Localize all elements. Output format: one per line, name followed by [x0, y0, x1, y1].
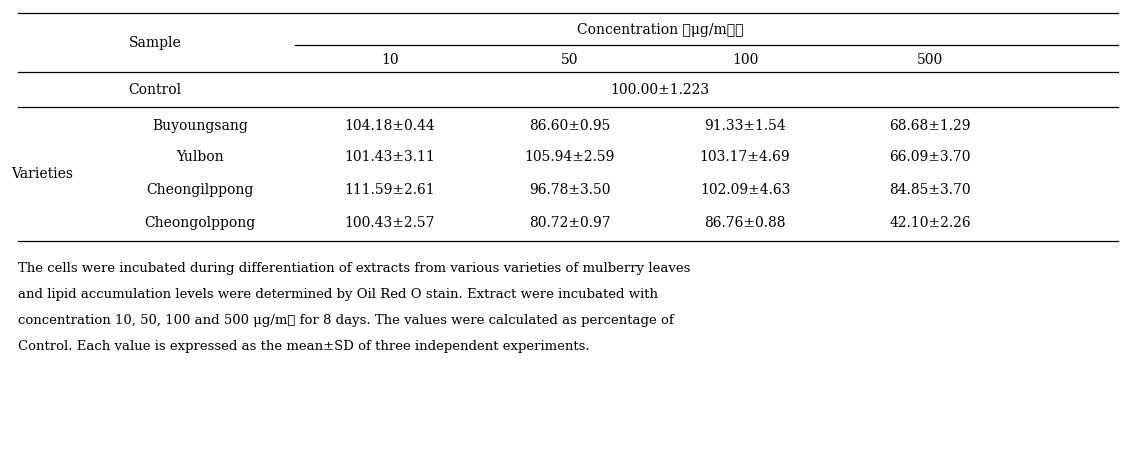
Text: Sample: Sample	[128, 37, 182, 50]
Text: 102.09±4.63: 102.09±4.63	[700, 182, 791, 197]
Text: 50: 50	[561, 52, 578, 66]
Text: concentration 10, 50, 100 and 500 μg/mℓ for 8 days. The values were calculated a: concentration 10, 50, 100 and 500 μg/mℓ …	[18, 313, 674, 326]
Text: 96.78±3.50: 96.78±3.50	[529, 182, 611, 197]
Text: Concentration （μg/mℓ）: Concentration （μg/mℓ）	[577, 23, 743, 37]
Text: The cells were incubated during differentiation of extracts from various varieti: The cells were incubated during differen…	[18, 262, 691, 275]
Text: 80.72±0.97: 80.72±0.97	[529, 216, 611, 230]
Text: 68.68±1.29: 68.68±1.29	[889, 119, 971, 133]
Text: Cheongilppong: Cheongilppong	[147, 182, 253, 197]
Text: 100.00±1.223: 100.00±1.223	[610, 83, 710, 97]
Text: and lipid accumulation levels were determined by Oil Red O stain. Extract were i: and lipid accumulation levels were deter…	[18, 288, 658, 300]
Text: Cheongolppong: Cheongolppong	[144, 216, 256, 230]
Text: 100.43±2.57: 100.43±2.57	[344, 216, 435, 230]
Text: 101.43±3.11: 101.43±3.11	[344, 150, 435, 163]
Text: 86.60±0.95: 86.60±0.95	[529, 119, 611, 133]
Text: 91.33±1.54: 91.33±1.54	[704, 119, 786, 133]
Text: 105.94±2.59: 105.94±2.59	[525, 150, 616, 163]
Text: 42.10±2.26: 42.10±2.26	[889, 216, 971, 230]
Text: 10: 10	[382, 52, 399, 66]
Text: 86.76±0.88: 86.76±0.88	[704, 216, 786, 230]
Text: Yulbon: Yulbon	[176, 150, 224, 163]
Text: 84.85±3.70: 84.85±3.70	[889, 182, 971, 197]
Text: 100: 100	[732, 52, 758, 66]
Text: 500: 500	[917, 52, 943, 66]
Text: Control. Each value is expressed as the mean±SD of three independent experiments: Control. Each value is expressed as the …	[18, 339, 590, 352]
Text: 66.09±3.70: 66.09±3.70	[889, 150, 971, 163]
Text: Varieties: Varieties	[11, 167, 73, 181]
Text: 104.18±0.44: 104.18±0.44	[344, 119, 435, 133]
Text: 103.17±4.69: 103.17±4.69	[700, 150, 791, 163]
Text: 111.59±2.61: 111.59±2.61	[344, 182, 435, 197]
Text: Control: Control	[128, 83, 182, 97]
Text: Buyoungsang: Buyoungsang	[152, 119, 248, 133]
